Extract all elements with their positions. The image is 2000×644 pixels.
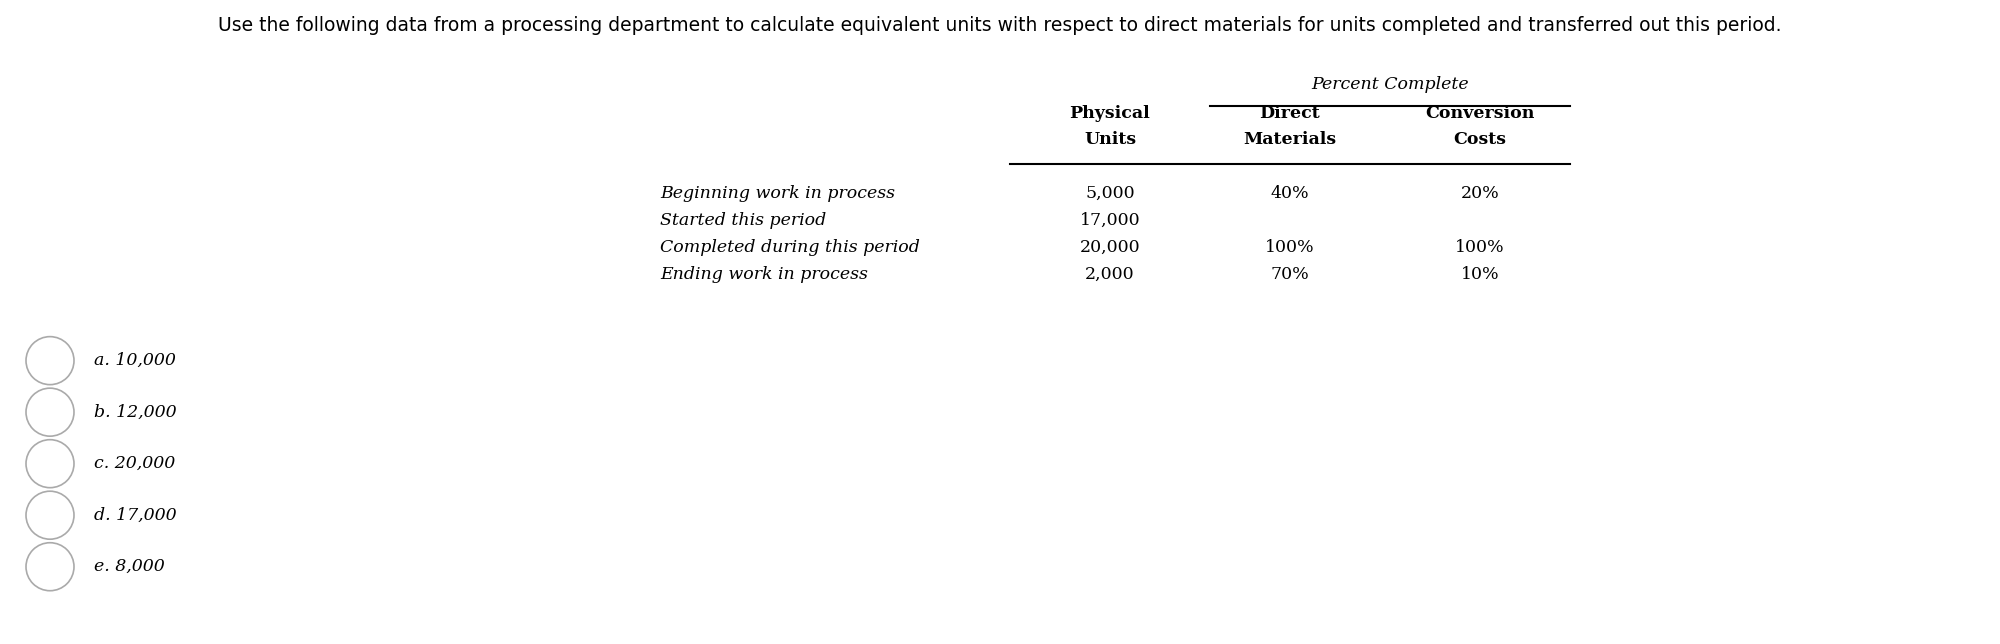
Text: Ending work in process: Ending work in process [660, 266, 868, 283]
Text: 20,000: 20,000 [1080, 239, 1140, 256]
Text: d. 17,000: d. 17,000 [94, 507, 176, 524]
Text: Direct: Direct [1260, 106, 1320, 122]
Text: Conversion: Conversion [1426, 106, 1534, 122]
Text: 70%: 70% [1270, 266, 1310, 283]
Text: 17,000: 17,000 [1080, 212, 1140, 229]
Text: 10%: 10% [1460, 266, 1500, 283]
Text: 100%: 100% [1456, 239, 1504, 256]
Text: Started this period: Started this period [660, 212, 826, 229]
Text: 5,000: 5,000 [1086, 185, 1134, 202]
Text: a. 10,000: a. 10,000 [94, 352, 176, 369]
Text: Costs: Costs [1454, 131, 1506, 148]
Text: 40%: 40% [1270, 185, 1310, 202]
Text: e. 8,000: e. 8,000 [94, 558, 164, 575]
Text: Beginning work in process: Beginning work in process [660, 185, 896, 202]
Text: Completed during this period: Completed during this period [660, 239, 920, 256]
Text: 20%: 20% [1460, 185, 1500, 202]
Text: 100%: 100% [1266, 239, 1314, 256]
Text: Materials: Materials [1244, 131, 1336, 148]
Text: b. 12,000: b. 12,000 [94, 404, 176, 421]
Text: c. 20,000: c. 20,000 [94, 455, 176, 472]
Text: Units: Units [1084, 131, 1136, 148]
Text: Percent Complete: Percent Complete [1312, 77, 1468, 93]
Text: Use the following data from a processing department to calculate equivalent unit: Use the following data from a processing… [218, 16, 1782, 35]
Text: 2,000: 2,000 [1086, 266, 1134, 283]
Text: Physical: Physical [1070, 106, 1150, 122]
